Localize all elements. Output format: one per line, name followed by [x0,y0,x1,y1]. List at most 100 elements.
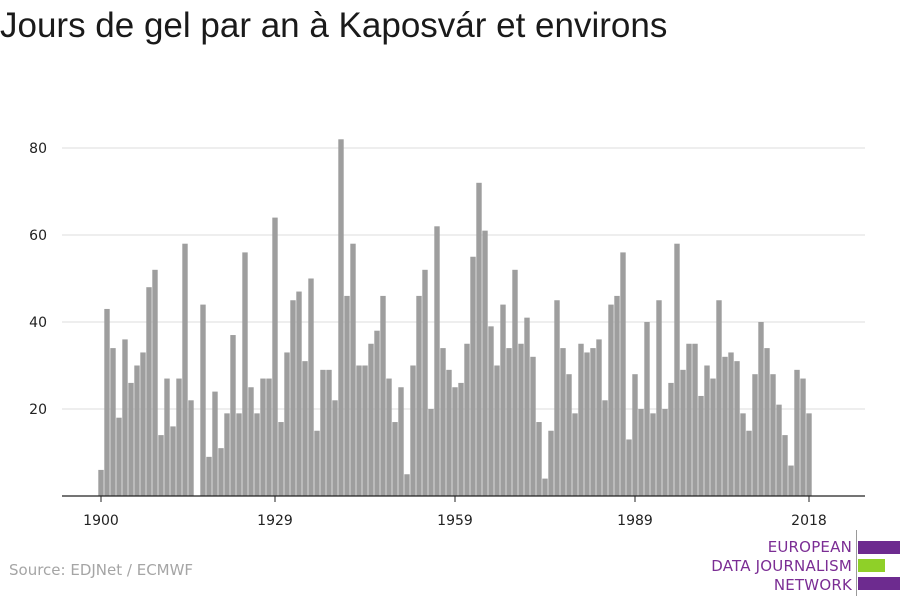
bar-1949 [392,422,398,496]
bar-1998 [686,343,692,496]
bar-1934 [302,361,308,496]
bar-1960 [458,382,464,496]
bar-1914 [182,243,188,496]
bar-2018 [806,413,812,496]
bar-1927 [260,378,266,496]
bar-2002 [710,378,716,496]
bar-1972 [530,356,536,496]
bar-1922 [230,335,236,496]
bar-1905 [128,382,134,496]
bar-1946 [374,330,380,496]
bar-1935 [308,278,314,496]
logo-bar-middle [858,559,885,572]
bar-1996 [674,243,680,496]
bar-1937 [320,369,326,496]
bar-1915 [188,400,194,496]
bar-2011 [764,348,770,496]
bar-1919 [212,391,218,496]
bar-2001 [704,365,710,496]
bar-1978 [566,374,572,496]
bar-1923 [236,413,242,496]
bar-1948 [386,378,392,496]
bar-1909 [152,269,158,496]
bar-1953 [416,295,422,496]
bar-1908 [146,287,152,496]
bar-1921 [224,413,230,496]
bar-1906 [134,365,140,496]
bar-1977 [560,348,566,496]
x-tick-label: 1900 [83,513,119,529]
bar-1984 [602,400,608,496]
bar-1999 [692,343,698,496]
bar-1961 [464,343,470,496]
bar-1997 [680,369,686,496]
bar-1970 [518,343,524,496]
bar-1994 [662,409,668,496]
bar-1971 [524,317,530,496]
bar-1917 [200,304,206,496]
edjnet-logo: EUROPEAN DATA JOURNALISM NETWORK [700,530,900,596]
bar-1951 [404,474,410,496]
bar-1913 [176,378,182,496]
bar-1933 [296,291,302,496]
y-tick-label: 80 [29,141,47,157]
x-tick-label: 2018 [791,513,827,529]
logo-line-2: DATA JOURNALISM [711,557,852,575]
bar-1974 [542,478,548,496]
bar-1991 [644,322,650,496]
logo-text: EUROPEAN DATA JOURNALISM NETWORK [711,538,852,595]
bar-1947 [380,295,386,496]
y-axis: 20 40 60 80 [29,141,47,418]
bar-1938 [326,369,332,496]
bar-1983 [596,339,602,496]
bar-2007 [740,413,746,496]
bar-1975 [548,430,554,496]
bar-1939 [332,400,338,496]
bar-1958 [446,369,452,496]
bar-1963 [476,182,482,497]
y-tick-label: 20 [29,402,47,418]
bar-1910 [158,435,164,496]
logo-line-3: NETWORK [773,576,852,594]
bar-1944 [362,365,368,496]
source-note: Source: EDJNet / ECMWF [9,561,194,579]
bar-1955 [428,409,434,496]
bar-1950 [398,387,404,496]
bar-2012 [770,374,776,496]
bar-1911 [164,378,170,496]
bar-1931 [284,352,290,496]
bar-1904 [122,339,128,496]
bar-2016 [794,369,800,496]
bar-1907 [140,352,146,496]
bar-1988 [626,439,632,496]
bar-1918 [206,456,212,496]
bar-1903 [116,417,122,496]
bar-1901 [104,308,110,496]
bar-1969 [512,269,518,496]
logo-line-1: EUROPEAN [767,538,852,556]
y-tick-label: 60 [29,228,47,244]
bar-2008 [746,430,752,496]
bar-1968 [506,348,512,496]
bar-1940 [338,139,344,497]
bar-1920 [218,448,224,496]
x-tick-label: 1929 [257,513,293,529]
logo-divider [856,530,857,596]
bar-1932 [290,300,296,496]
bar-1959 [452,387,458,496]
bars [98,139,812,497]
bar-1925 [248,387,254,496]
bar-1985 [608,304,614,496]
logo-bar-bottom [858,577,900,590]
bar-1929 [272,217,278,496]
bar-1980 [578,343,584,496]
bar-1943 [356,365,362,496]
bar-1954 [422,269,428,496]
x-tick-label: 1989 [617,513,653,529]
bar-1956 [434,226,440,497]
bar-2005 [728,352,734,496]
bar-1902 [110,348,116,496]
x-axis: 1900 1929 1959 1989 2018 [62,495,865,529]
logo-bar-top [858,541,900,554]
